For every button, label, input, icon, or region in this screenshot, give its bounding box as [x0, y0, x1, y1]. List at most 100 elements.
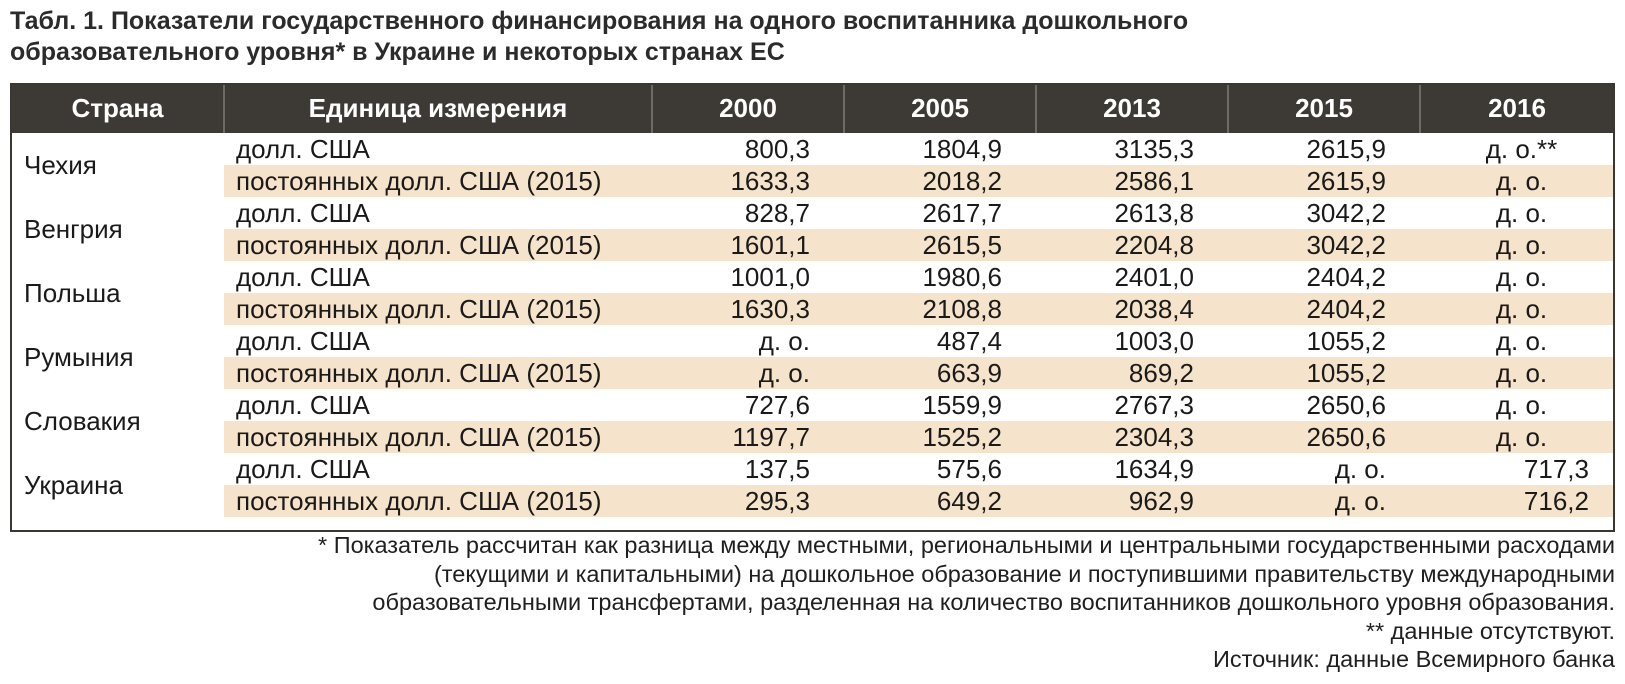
header-country: Страна	[12, 85, 224, 133]
value-cell: 1525,2	[844, 421, 1036, 453]
value-cell: 1001,0	[652, 261, 844, 293]
footnote-line-2: (текущими и капитальными) на дошкольное …	[433, 560, 1615, 587]
value-cell: 663,9	[844, 357, 1036, 389]
value-cell: 800,3	[652, 132, 844, 165]
country-cell: Чехия	[12, 132, 224, 197]
value-cell: 1601,1	[652, 229, 844, 261]
table-row: Румыния долл. США д. о. 487,4 1003,0 1055,2 д.…	[12, 325, 1613, 389]
table-row: постоянных долл. США (2015) 295,3 649,2 962…	[12, 485, 1613, 517]
value-cell: 2304,3	[1036, 421, 1228, 453]
table-row: Чехия долл. США 800,3 1804,9 3135,3 2615,9 д. …	[12, 132, 1613, 197]
value-cell: д. о.	[1420, 261, 1613, 293]
value-cell: 1055,2	[1228, 325, 1420, 357]
value-cell: 2615,9	[1228, 132, 1420, 165]
value-cell: 869,2	[1036, 357, 1228, 389]
value-cell: 2018,2	[844, 165, 1036, 197]
table-row: Словакия долл. США 727,6 1559,9 2767,3 2650,6…	[12, 389, 1613, 453]
footnotes: * Показатель рассчитан как разница между…	[115, 531, 1615, 674]
value-cell: д. о.	[1228, 453, 1420, 485]
value-cell: 2108,8	[844, 293, 1036, 325]
value-cell: 1197,7	[652, 421, 844, 453]
value-cell: 1980,6	[844, 261, 1036, 293]
footnote-line-3: образовательными трансфертами, разделенн…	[372, 589, 1615, 615]
header-unit: Единица измерения	[223, 85, 652, 133]
value-cell: 2615,9	[1228, 165, 1420, 197]
value-cell: 3042,2	[1228, 229, 1420, 261]
header-year-2005: 2005	[843, 85, 1036, 133]
value-cell: д. о.	[1420, 357, 1613, 389]
unit-cell: постоянных долл. США (2015)	[224, 229, 652, 261]
unit-cell: постоянных долл. США (2015)	[224, 165, 652, 197]
value-cell: 295,3	[652, 485, 844, 517]
unit-cell: долл. США	[224, 453, 652, 485]
value-cell: 1633,3	[652, 165, 844, 197]
value-cell: 2650,6	[1228, 421, 1420, 453]
value-cell: 1634,9	[1036, 453, 1228, 485]
unit-cell: постоянных долл. США (2015)	[224, 485, 652, 517]
table-row: Венгрия долл. США 828,7 2617,7 2613,8 3042,2 д…	[12, 197, 1613, 261]
value-cell: д. о.	[1420, 325, 1613, 357]
value-cell: 1630,3	[652, 293, 844, 325]
value-cell: д. о.	[652, 325, 844, 357]
table-title-line-2: образовательного уровня* в Украине и нек…	[10, 38, 785, 66]
value-cell: д. о.	[652, 357, 844, 389]
value-cell: 2767,3	[1036, 389, 1228, 421]
header-year-2000: 2000	[651, 85, 844, 133]
value-cell: 2401,0	[1036, 261, 1228, 293]
table-title-line-1: Табл. 1. Показатели государственного фин…	[10, 7, 1189, 35]
value-cell: 3135,3	[1036, 132, 1228, 165]
table-row: постоянных долл. США (2015) 1630,3 2108,8 2…	[12, 293, 1613, 325]
value-cell: 2650,6	[1228, 389, 1420, 421]
financing-table: Страна Единица измерения 2000 2005 2013 …	[12, 85, 1613, 517]
unit-cell: долл. США	[224, 197, 652, 229]
value-cell: 727,6	[652, 389, 844, 421]
table-body: Чехия долл. США 800,3 1804,9 3135,3 2615,9 д. …	[12, 132, 1613, 517]
value-cell: д. о.	[1228, 485, 1420, 517]
value-cell: 717,3	[1420, 453, 1613, 485]
data-table-container: Страна Единица измерения 2000 2005 2013 …	[10, 83, 1615, 532]
value-cell: 2617,7	[844, 197, 1036, 229]
value-cell: д. о.	[1420, 197, 1613, 229]
value-cell: 1559,9	[844, 389, 1036, 421]
value-cell: 137,5	[652, 453, 844, 485]
value-cell: 3042,2	[1228, 197, 1420, 229]
header-year-2016: 2016	[1419, 85, 1613, 133]
table-row: Украина долл. США 137,5 575,6 1634,9 д. о. 717…	[12, 453, 1613, 517]
source-note: Источник: данные Всемирного банка	[1213, 646, 1615, 672]
value-cell: 1003,0	[1036, 325, 1228, 357]
table-row: постоянных долл. США (2015) д. о. 663,9 869…	[12, 357, 1613, 389]
table-row: Польша долл. США 1001,0 1980,6 2401,0 2404,2 д…	[12, 261, 1613, 325]
unit-cell: постоянных долл. США (2015)	[224, 421, 652, 453]
value-cell: 1804,9	[844, 132, 1036, 165]
header-year-2015: 2015	[1227, 85, 1420, 133]
header-year-2013: 2013	[1035, 85, 1228, 133]
value-cell: 1055,2	[1228, 357, 1420, 389]
value-cell: д. о.	[1420, 421, 1613, 453]
value-cell: 716,2	[1420, 485, 1613, 517]
table-header-row: Страна Единица измерения 2000 2005 2013 …	[12, 85, 1613, 133]
table-row: постоянных долл. США (2015) 1601,1 2615,5 2…	[12, 229, 1613, 261]
footnote-line-1: * Показатель рассчитан как разница между…	[318, 532, 1615, 558]
value-cell: 2613,8	[1036, 197, 1228, 229]
unit-cell: долл. США	[224, 325, 652, 357]
footnote-missing-data: ** данные отсутствуют.	[1365, 617, 1615, 644]
value-cell: д. о.	[1420, 229, 1613, 261]
unit-cell: постоянных долл. США (2015)	[224, 293, 652, 325]
value-cell: д. о.	[1420, 165, 1613, 197]
unit-cell: постоянных долл. США (2015)	[224, 357, 652, 389]
value-cell: 962,9	[1036, 485, 1228, 517]
value-cell: д. о.	[1420, 389, 1613, 421]
value-cell: 2586,1	[1036, 165, 1228, 197]
value-cell: 2204,8	[1036, 229, 1228, 261]
country-cell: Словакия	[12, 389, 224, 453]
table-row: постоянных долл. США (2015) 1633,3 2018,2 2…	[12, 165, 1613, 197]
value-cell: 487,4	[844, 325, 1036, 357]
table-title: Табл. 1. Показатели государственного фин…	[10, 6, 1610, 68]
value-cell: 2404,2	[1228, 261, 1420, 293]
value-cell: 828,7	[652, 197, 844, 229]
country-cell: Польша	[12, 261, 224, 325]
unit-cell: долл. США	[224, 389, 652, 421]
unit-cell: долл. США	[224, 261, 652, 293]
value-cell: 2038,4	[1036, 293, 1228, 325]
unit-cell: долл. США	[224, 132, 652, 165]
